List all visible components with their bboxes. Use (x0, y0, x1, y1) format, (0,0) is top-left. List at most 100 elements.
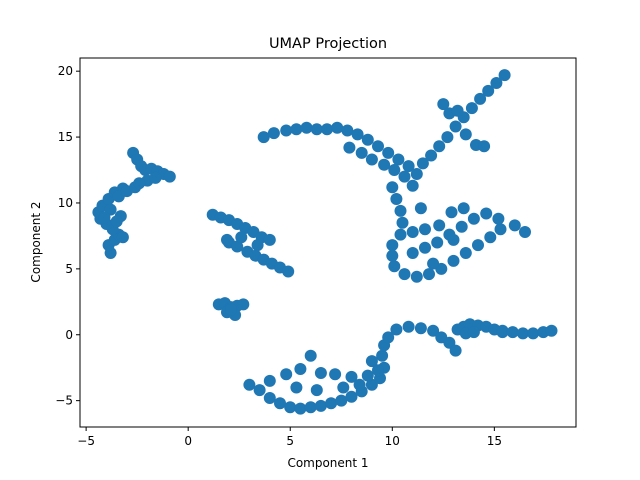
data-point (353, 378, 366, 391)
x-axis-label: Component 1 (287, 456, 368, 470)
data-point (545, 324, 558, 337)
data-point (496, 324, 509, 337)
data-point (314, 367, 327, 379)
data-point (133, 177, 146, 190)
y-tick-label: 0 (65, 328, 73, 342)
data-point (467, 326, 480, 339)
data-point (519, 226, 531, 238)
data-point (253, 384, 266, 397)
data-point (116, 231, 129, 244)
chart-title: UMAP Projection (269, 36, 387, 52)
data-point (98, 211, 111, 224)
data-point (361, 133, 374, 146)
data-point (451, 104, 464, 117)
y-tick-label: −5 (55, 394, 73, 408)
data-point (419, 223, 431, 236)
data-point (282, 265, 295, 278)
data-point (378, 158, 391, 171)
data-point (425, 149, 438, 162)
data-point (419, 241, 431, 254)
data-point (467, 212, 480, 225)
plot-area (80, 58, 576, 427)
data-point (110, 215, 123, 228)
data-point (382, 331, 395, 344)
data-point (437, 98, 450, 111)
y-tick-label: 5 (65, 262, 73, 276)
data-point (294, 402, 307, 415)
data-point (274, 397, 286, 410)
data-point (516, 327, 529, 340)
data-point (416, 157, 429, 170)
data-point (431, 236, 444, 249)
data-point (410, 270, 423, 283)
data-point (449, 120, 462, 133)
data-point (492, 212, 505, 225)
data-point (398, 170, 411, 183)
data-point (231, 240, 244, 253)
data-point (498, 69, 511, 82)
data-point (402, 320, 415, 333)
data-point (237, 298, 250, 311)
data-point (390, 193, 403, 205)
data-point (372, 364, 384, 377)
data-point (506, 326, 519, 339)
data-point (163, 170, 176, 183)
data-point (527, 327, 540, 340)
data-point (149, 171, 162, 184)
data-point (290, 381, 303, 394)
data-point (484, 231, 497, 244)
data-point (480, 207, 493, 220)
data-point (414, 322, 427, 335)
data-point (386, 249, 399, 262)
data-point (321, 123, 333, 136)
data-point (433, 219, 446, 232)
data-point (402, 160, 415, 173)
data-point (372, 140, 384, 153)
data-point (329, 368, 342, 381)
data-point (365, 153, 378, 166)
data-point (300, 121, 313, 134)
data-point (304, 349, 317, 362)
data-point (251, 239, 264, 252)
data-point (310, 123, 323, 136)
data-point (396, 216, 409, 229)
x-tick-label: 0 (184, 434, 192, 448)
data-point (345, 390, 358, 403)
data-point (472, 239, 484, 252)
data-point (376, 349, 389, 362)
data-point (406, 179, 419, 192)
data-point (394, 228, 407, 241)
data-point (386, 239, 399, 252)
data-point (314, 399, 327, 412)
axes-layer: −5 0 5 10 15 −5 0 5 10 15 20 (55, 57, 577, 448)
data-point (382, 146, 395, 159)
data-point (263, 233, 276, 246)
plot-frame (79, 57, 577, 428)
data-point (263, 374, 276, 387)
data-point (388, 260, 401, 273)
data-point (243, 378, 256, 391)
data-point (494, 223, 507, 236)
y-tick-label: 15 (58, 130, 73, 144)
data-point (365, 378, 378, 391)
data-point (459, 247, 472, 259)
data-point (394, 204, 407, 217)
data-point (427, 324, 440, 337)
data-point (490, 77, 503, 89)
data-point (325, 397, 338, 410)
data-point (414, 202, 427, 215)
data-point (290, 123, 303, 136)
x-tick-label: 5 (286, 434, 294, 448)
data-point (427, 257, 440, 270)
data-point (284, 401, 297, 414)
data-point (280, 124, 293, 137)
y-tick-label: 20 (58, 64, 73, 78)
data-point (221, 233, 233, 246)
data-point (449, 344, 462, 357)
data-point (280, 368, 293, 381)
data-point (392, 153, 405, 166)
data-point (406, 247, 419, 259)
data-point (294, 363, 307, 375)
data-point (343, 141, 356, 154)
